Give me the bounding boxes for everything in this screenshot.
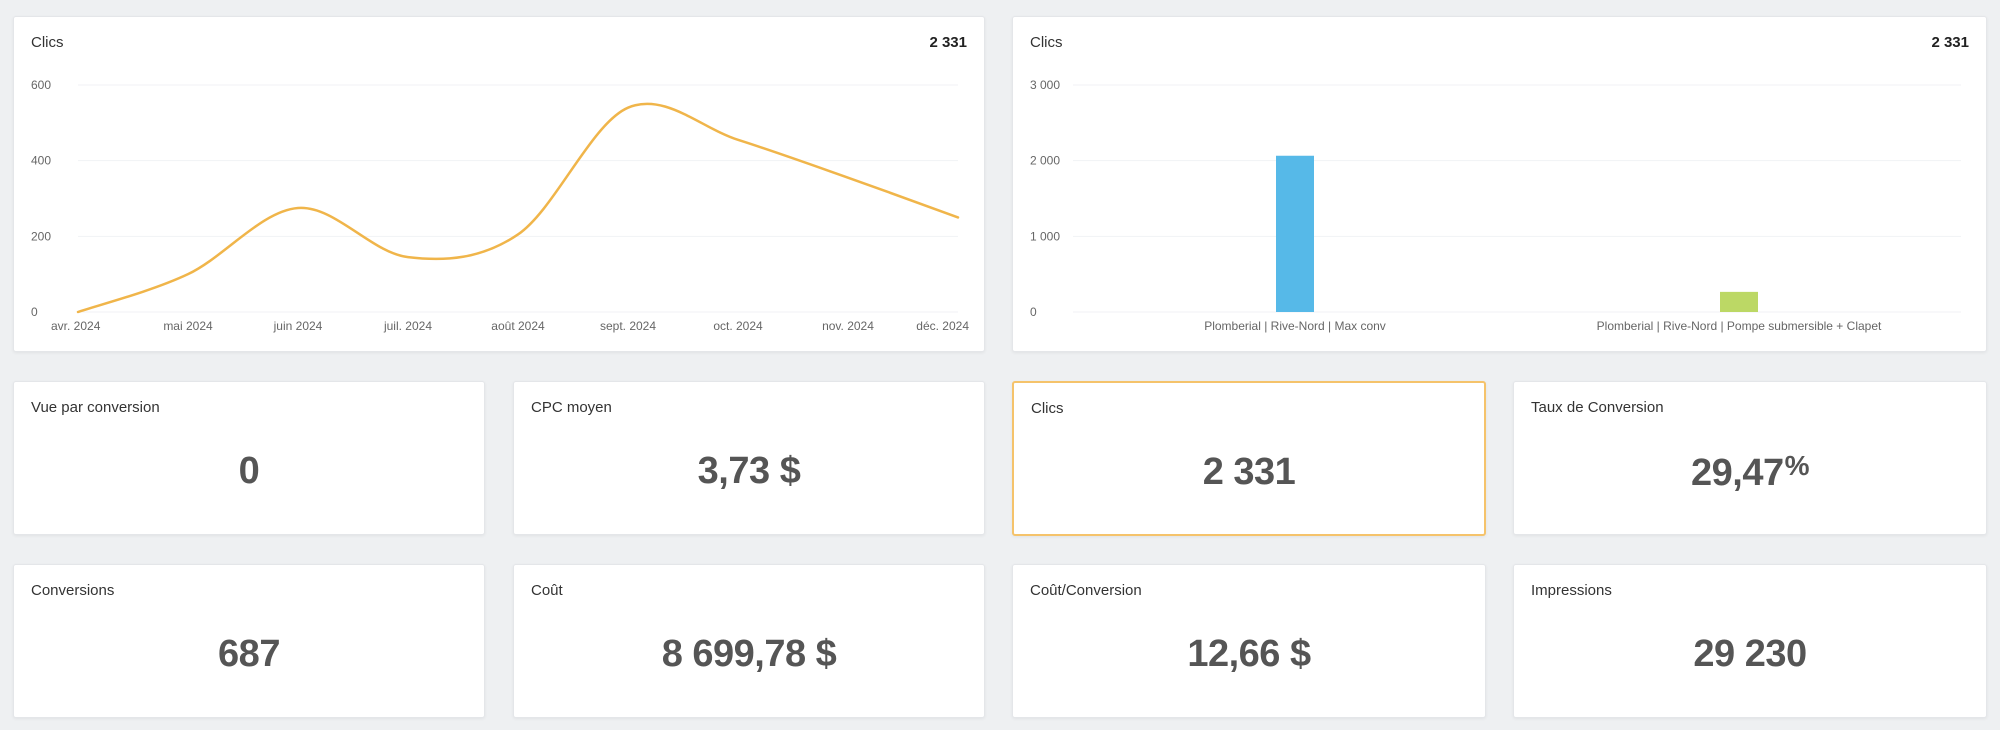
y-tick-label: 600 [31, 78, 51, 92]
bar-chart: 0 1 000 2 000 3 000 Plomberial | Rive-Nord |… [1030, 78, 1961, 333]
x-tick-label: juin 2024 [273, 319, 323, 333]
kpi-label: Vue par conversion [31, 399, 160, 416]
kpi-value: 8 699,78 $ [661, 633, 837, 675]
kpi-label: Taux de Conversion [1531, 399, 1664, 416]
x-tick-label: avr. 2024 [51, 319, 101, 333]
x-tick-label: déc. 2024 [916, 319, 969, 333]
kpi-value-number: 29,47 [1691, 452, 1784, 494]
kpi-label: Conversions [31, 582, 115, 599]
card-title: Clics [1030, 34, 1063, 51]
kpi-label: Impressions [1531, 582, 1612, 599]
kpi-label: CPC moyen [531, 399, 612, 416]
kpi-value: 3,73 $ [697, 450, 801, 492]
kpi-card-taux-de-conversion[interactable]: Taux de Conversion 29,47% [1513, 381, 1987, 535]
series-line [76, 102, 960, 314]
kpi-label: Clics [1031, 400, 1064, 417]
kpi-card-cpc-moyen[interactable]: CPC moyen 3,73 $ [513, 381, 985, 535]
card-total: 2 331 [1931, 34, 1969, 51]
kpi-value: 12,66 $ [1187, 633, 1311, 675]
y-tick-label: 200 [31, 229, 51, 243]
kpi-value: 2 331 [1202, 451, 1296, 493]
y-tick-label: 2 000 [1030, 154, 1060, 168]
y-tick-label: 1 000 [1030, 229, 1060, 243]
bar [1276, 155, 1314, 312]
kpi-value: 687 [218, 633, 280, 675]
y-tick-label: 400 [31, 154, 51, 168]
kpi-value-suffix: % [1784, 450, 1810, 481]
x-tick-label: août 2024 [491, 319, 545, 333]
x-tick-label: sept. 2024 [600, 319, 656, 333]
y-tick-label: 0 [31, 305, 38, 319]
line-chart: 0 200 400 600 avr. 2024 mai 2024 juin 2024 juil… [31, 78, 969, 333]
y-tick-label: 3 000 [1030, 78, 1060, 92]
kpi-card-cout[interactable]: Coût 8 699,78 $ [513, 564, 985, 718]
kpi-value: 29,47% [1514, 450, 1986, 495]
kpi-label: Coût [531, 582, 563, 599]
kpi-value: 0 [238, 450, 260, 492]
bar [1720, 291, 1758, 312]
x-tick-label: mai 2024 [163, 319, 213, 333]
x-tick-label: Plomberial | Rive-Nord | Max conv [1204, 319, 1386, 333]
y-tick-label: 0 [1030, 305, 1037, 319]
kpi-card-cout-conversion[interactable]: Coût/Conversion 12,66 $ [1012, 564, 1486, 718]
x-tick-label: juil. 2024 [383, 319, 432, 333]
kpi-card-clics[interactable]: Clics 2 331 [1012, 381, 1486, 536]
card-title: Clics [31, 34, 64, 51]
kpi-card-conversions[interactable]: Conversions 687 [13, 564, 485, 718]
kpi-label: Coût/Conversion [1030, 582, 1142, 599]
kpi-card-impressions[interactable]: Impressions 29 230 [1513, 564, 1987, 718]
card-total: 2 331 [929, 34, 967, 51]
kpi-value: 29 230 [1693, 633, 1807, 675]
x-tick-label: nov. 2024 [822, 319, 874, 333]
kpi-card-vue-par-conversion[interactable]: Vue par conversion 0 [13, 381, 485, 535]
bar-chart-card: Clics 2 331 0 1 000 2 000 3 000 Plomberial |… [1012, 16, 1987, 352]
line-chart-card: Clics 2 331 0 200 400 600 avr. 2024 mai 2024 j… [13, 16, 985, 352]
x-tick-label: Plomberial | Rive-Nord | Pompe submersib… [1597, 319, 1882, 333]
x-tick-label: oct. 2024 [713, 319, 763, 333]
